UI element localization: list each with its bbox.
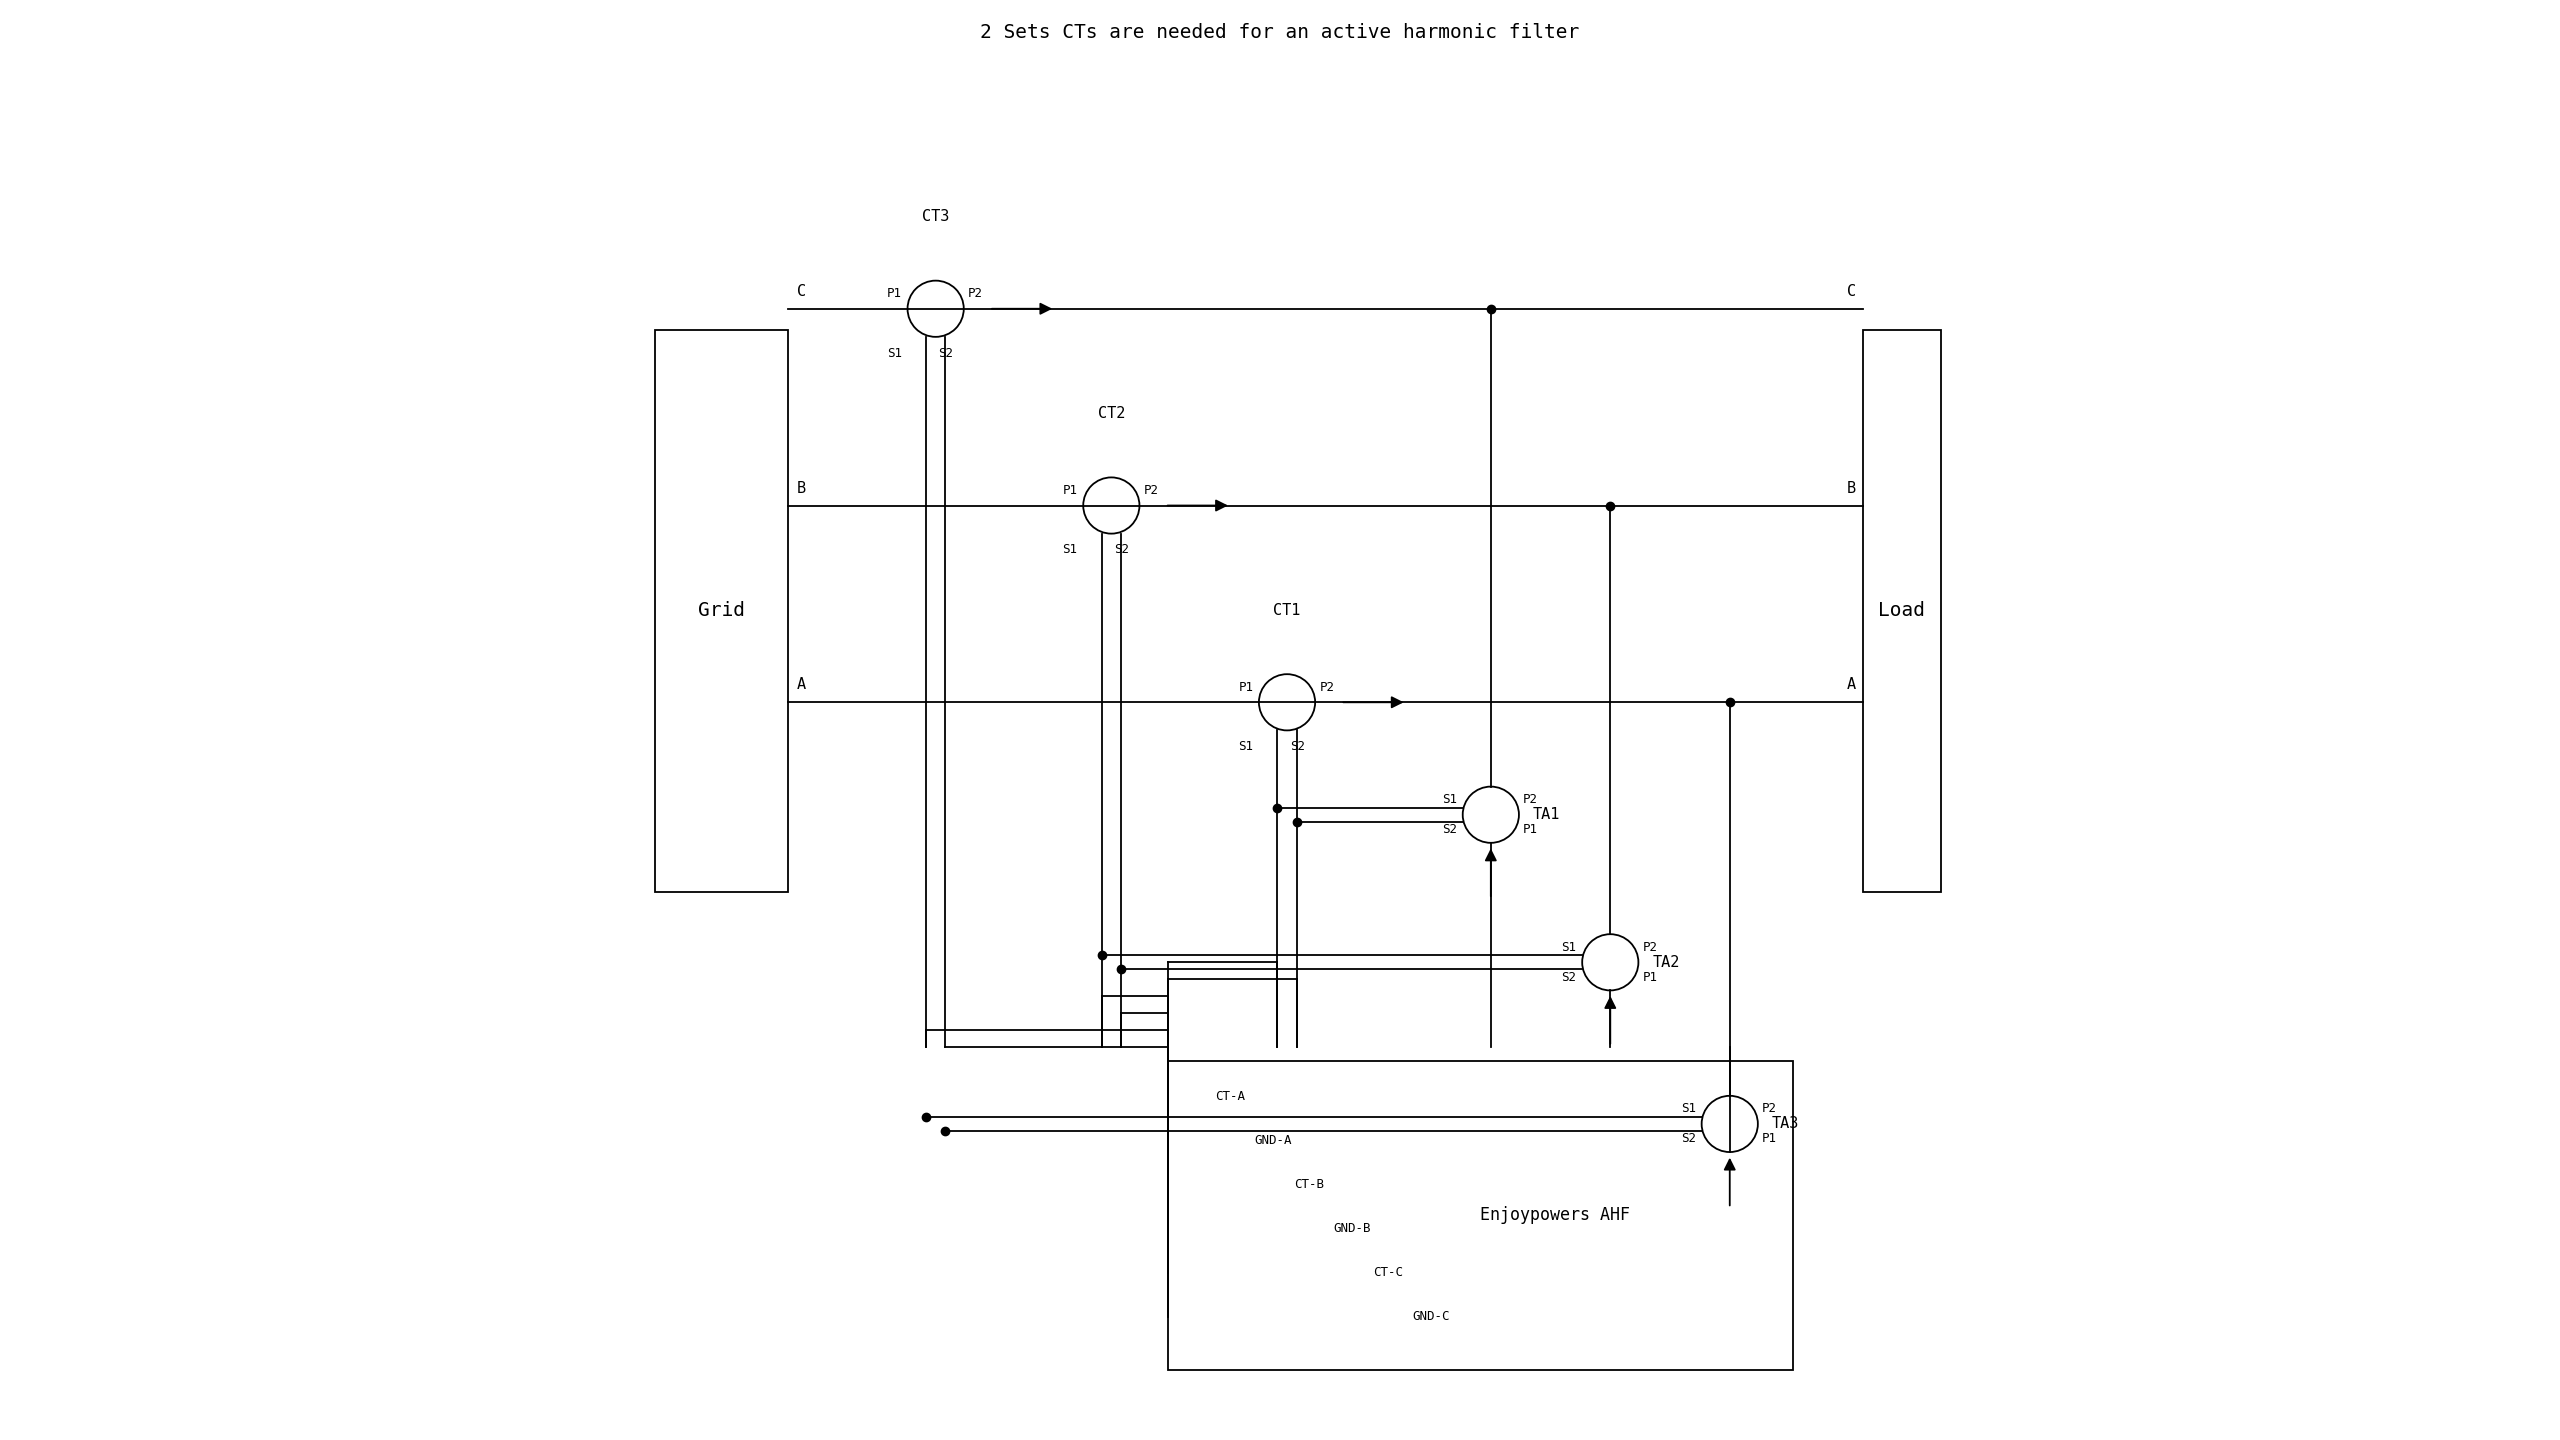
Text: CT-A: CT-A bbox=[1216, 1090, 1244, 1103]
Text: P2: P2 bbox=[1644, 940, 1659, 953]
Text: S2: S2 bbox=[940, 347, 952, 360]
Text: Grid: Grid bbox=[699, 602, 745, 621]
Text: P1: P1 bbox=[1523, 824, 1539, 837]
Title: 2 Sets CTs are needed for an active harmonic filter: 2 Sets CTs are needed for an active harm… bbox=[980, 23, 1580, 42]
Text: S2: S2 bbox=[1562, 971, 1577, 984]
Text: P2: P2 bbox=[1318, 681, 1334, 694]
Text: S1: S1 bbox=[1682, 1103, 1697, 1116]
Text: P2: P2 bbox=[968, 288, 983, 301]
Bar bbox=[1864, 330, 1940, 891]
Text: S2: S2 bbox=[1114, 543, 1129, 556]
Text: TA2: TA2 bbox=[1651, 955, 1679, 969]
Text: S2: S2 bbox=[1290, 740, 1306, 753]
Text: A: A bbox=[796, 677, 806, 693]
Text: TA3: TA3 bbox=[1772, 1116, 1800, 1132]
Text: B: B bbox=[1848, 481, 1856, 495]
Text: S1: S1 bbox=[1239, 740, 1254, 753]
Text: P2: P2 bbox=[1761, 1103, 1777, 1116]
Text: S1: S1 bbox=[1562, 940, 1577, 953]
Text: Enjoypowers AHF: Enjoypowers AHF bbox=[1480, 1207, 1631, 1224]
Text: TA1: TA1 bbox=[1533, 808, 1562, 822]
Bar bbox=[655, 330, 788, 891]
Text: CT2: CT2 bbox=[1098, 406, 1124, 420]
Text: P1: P1 bbox=[1644, 971, 1659, 984]
Text: A: A bbox=[1848, 677, 1856, 693]
Text: CT-B: CT-B bbox=[1293, 1178, 1324, 1191]
Text: CT-C: CT-C bbox=[1372, 1266, 1403, 1279]
Text: GND-C: GND-C bbox=[1413, 1310, 1449, 1323]
Text: S2: S2 bbox=[1682, 1132, 1697, 1145]
Text: S1: S1 bbox=[886, 347, 901, 360]
Text: Load: Load bbox=[1879, 602, 1925, 621]
Text: GND-B: GND-B bbox=[1334, 1223, 1372, 1236]
Text: CT3: CT3 bbox=[922, 209, 950, 225]
Bar bbox=[1167, 1061, 1792, 1369]
Text: P1: P1 bbox=[1239, 681, 1254, 694]
Text: B: B bbox=[796, 481, 806, 495]
Text: C: C bbox=[1848, 284, 1856, 300]
Text: C: C bbox=[796, 284, 806, 300]
Text: CT1: CT1 bbox=[1272, 603, 1300, 618]
Text: S1: S1 bbox=[1441, 793, 1457, 806]
Text: P1: P1 bbox=[886, 288, 901, 301]
Text: S1: S1 bbox=[1062, 543, 1078, 556]
Text: P2: P2 bbox=[1144, 484, 1160, 497]
Text: P1: P1 bbox=[1761, 1132, 1777, 1145]
Text: S2: S2 bbox=[1441, 824, 1457, 837]
Text: P1: P1 bbox=[1062, 484, 1078, 497]
Text: GND-A: GND-A bbox=[1254, 1133, 1293, 1146]
Text: P2: P2 bbox=[1523, 793, 1539, 806]
